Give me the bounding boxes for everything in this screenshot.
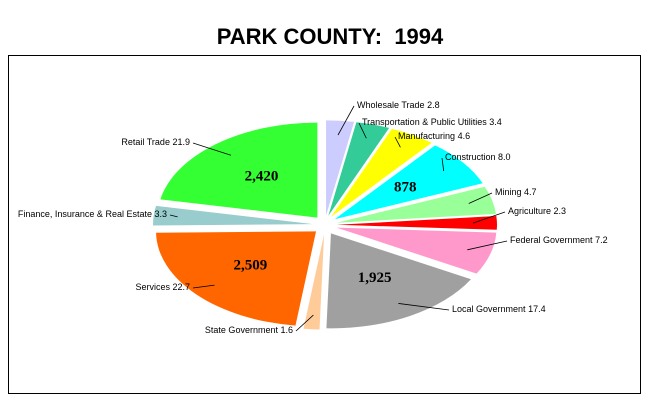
category-name: Local Government <box>452 304 526 314</box>
value-label: 2.3 <box>554 206 567 216</box>
leader-line <box>192 284 215 289</box>
category-name: Retail Trade <box>121 137 170 147</box>
category-name: Manufacturing <box>398 131 455 141</box>
value-label: 21.9 <box>172 137 190 147</box>
pie-slice <box>326 233 471 329</box>
pie-slice <box>336 227 497 274</box>
leader-line <box>398 303 450 311</box>
slice-label: Retail Trade 21.9 <box>121 137 190 147</box>
pie-slice <box>336 216 497 230</box>
pie-slice <box>328 122 390 216</box>
leader-line <box>394 136 401 148</box>
leader-line <box>358 122 367 139</box>
slice-label: Finance, Insurance & Real Estate 3.3 <box>18 209 167 219</box>
plot-frame <box>8 55 641 394</box>
leader-line <box>472 211 506 224</box>
leader-line <box>295 314 314 332</box>
pie-slice <box>153 205 314 226</box>
slice-label: Manufacturing 4.6 <box>398 131 470 141</box>
chart-title: PARK COUNTY: 1994 <box>217 24 444 49</box>
pie-slice <box>336 186 496 223</box>
slice-label: Federal Government 7.2 <box>510 235 608 245</box>
pie-slice <box>303 234 325 330</box>
category-name: Finance, Insurance & Real Estate <box>18 209 152 219</box>
category-name: Construction <box>445 152 496 162</box>
count-label: 878 <box>394 180 417 196</box>
value-label: 2.8 <box>427 100 440 110</box>
slice-label: State Government 1.6 <box>205 325 293 335</box>
slice-label: Agriculture 2.3 <box>508 206 566 216</box>
leader-line <box>337 105 355 136</box>
count-label: 2,509 <box>233 258 267 274</box>
value-label: 4.7 <box>524 187 537 197</box>
pie-slice <box>334 145 483 220</box>
pie-slice <box>156 231 317 326</box>
slice-label: Construction 8.0 <box>445 152 511 162</box>
value-label: 4.6 <box>458 131 471 141</box>
slice-label: Services 22.7 <box>135 282 190 292</box>
value-label: 1.6 <box>280 325 293 335</box>
leader-line <box>441 157 445 172</box>
slice-label: Mining 4.7 <box>495 187 537 197</box>
leader-line <box>169 214 178 218</box>
pie-slice <box>160 122 318 218</box>
value-label: 3.4 <box>489 117 502 127</box>
pie-slice <box>331 128 432 217</box>
value-label: 8.0 <box>498 152 511 162</box>
category-name: Transportation & Public Utilities <box>362 117 487 127</box>
value-label: 7.2 <box>595 235 608 245</box>
count-label: 2,420 <box>245 169 279 185</box>
leader-line <box>467 240 508 251</box>
slice-label: Transportation & Public Utilities 3.4 <box>362 117 502 127</box>
category-name: State Government <box>205 325 279 335</box>
category-name: Federal Government <box>510 235 593 245</box>
leader-line <box>468 192 493 204</box>
count-label: 1,925 <box>358 270 392 286</box>
value-label: 17.4 <box>528 304 546 314</box>
leader-line <box>192 142 232 156</box>
value-label: 3.3 <box>154 209 167 219</box>
value-label: 22.7 <box>172 282 190 292</box>
slice-label: Local Government 17.4 <box>452 304 546 314</box>
category-name: Services <box>135 282 170 292</box>
slice-label: Wholesale Trade 2.8 <box>357 100 440 110</box>
category-name: Wholesale Trade <box>357 100 425 110</box>
category-name: Agriculture <box>508 206 551 216</box>
pie-slice <box>326 120 355 216</box>
category-name: Mining <box>495 187 522 197</box>
